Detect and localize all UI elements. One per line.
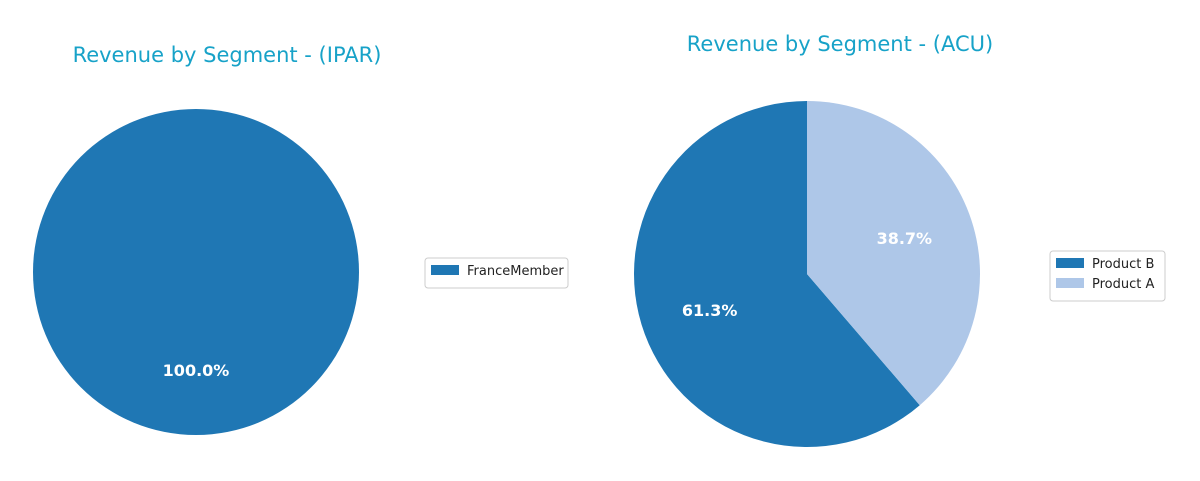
pie-chart-acu: Revenue by Segment - (ACU) 61.3% 38.7% Pr… bbox=[633, 32, 1166, 448]
legend-frame bbox=[424, 257, 569, 289]
pie-slice-francemember bbox=[33, 109, 359, 435]
legend-label-product-a: Product A bbox=[1092, 277, 1154, 292]
pie-label-francemember: 100.0% bbox=[163, 361, 230, 380]
legend-swatch-francemember bbox=[431, 265, 459, 275]
pie-slice-product-b bbox=[633, 101, 920, 448]
pie-slices bbox=[33, 109, 359, 435]
legend-swatch-product-b bbox=[1056, 258, 1084, 268]
pie-label-product-b: 61.3% bbox=[682, 301, 738, 320]
chart-title: Revenue by Segment - (ACU) bbox=[687, 32, 993, 56]
pie-slices bbox=[633, 101, 980, 448]
pie-label-product-a: 38.7% bbox=[877, 229, 933, 248]
legend: Product B Product A bbox=[1049, 250, 1166, 302]
legend-label-product-b: Product B bbox=[1092, 257, 1154, 272]
pie-labels: 100.0% bbox=[163, 361, 230, 380]
legend-swatch-product-a bbox=[1056, 278, 1084, 288]
pie-slice-product-a bbox=[807, 101, 980, 406]
pie-chart-ipar: Revenue by Segment - (IPAR) 100.0% Franc… bbox=[33, 43, 569, 435]
chart-title: Revenue by Segment - (IPAR) bbox=[73, 43, 382, 67]
legend-label-francemember: FranceMember bbox=[467, 264, 564, 279]
pie-labels: 61.3% 38.7% bbox=[682, 229, 932, 320]
legend: FranceMember bbox=[424, 257, 569, 289]
